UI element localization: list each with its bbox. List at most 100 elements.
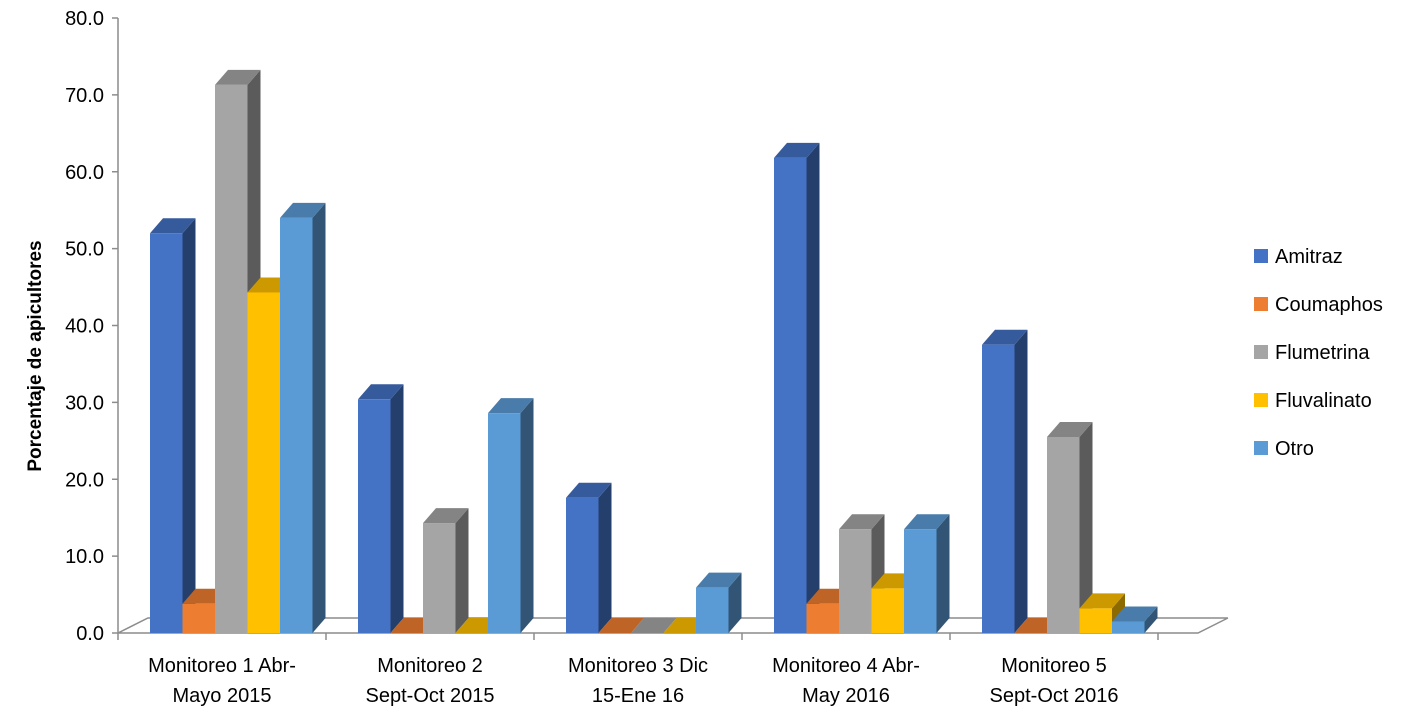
bar	[423, 508, 469, 633]
bar-side	[1079, 421, 1093, 633]
bar-top	[982, 329, 1028, 345]
bar	[696, 572, 742, 633]
x-tick-label-line: Mayo 2015	[173, 685, 272, 707]
bar-front	[247, 292, 280, 633]
x-tick-label-line: Sept-Oct 2016	[990, 685, 1119, 707]
bar	[774, 142, 820, 633]
bar-top	[280, 202, 326, 218]
x-tick-label-line: 15-Ene 16	[592, 685, 684, 707]
legend-label: Fluvalinato	[1275, 390, 1372, 412]
bar-side	[598, 482, 612, 633]
bars	[150, 69, 1158, 634]
legend-swatch	[1254, 297, 1268, 311]
bar-top	[631, 618, 677, 633]
bar-front	[982, 344, 1015, 633]
x-tick-label-line: Monitoreo 4 Abr-	[772, 655, 920, 677]
x-tick-label: Monitoreo 1 Abr- Mayo 2015	[148, 655, 296, 707]
x-tick-label: Monitoreo 3 Dic 15-Ene 16	[568, 655, 708, 707]
legend-swatch	[1254, 345, 1268, 359]
x-tick-label-line: Monitoreo 3 Dic	[568, 655, 708, 677]
bar-side	[312, 202, 326, 633]
bar	[982, 329, 1028, 633]
bar-top	[1047, 421, 1093, 437]
x-axis-labels: Monitoreo 1 Abr- Mayo 2015 Monitoreo 2 Sept…	[117, 633, 1159, 707]
legend-label: Otro	[1275, 438, 1314, 460]
bar	[904, 514, 950, 633]
y-tick-label: 70.0	[65, 85, 104, 107]
bar-side	[936, 514, 950, 633]
x-tick-label: Monitoreo 4 Abr- May 2016	[772, 655, 920, 707]
bar-front	[150, 233, 183, 633]
bar	[1047, 421, 1093, 633]
bar-side	[1144, 606, 1158, 633]
bar-front	[488, 413, 521, 633]
legend-item: Amitraz	[1254, 246, 1343, 268]
x-tick-label: Monitoreo 2 Sept-Oct 2015	[366, 655, 495, 707]
y-tick-label: 80.0	[65, 8, 104, 30]
bar-front	[806, 603, 839, 633]
bar	[358, 384, 404, 633]
bar-front	[696, 587, 729, 633]
bar-front	[871, 588, 904, 633]
bar-top	[696, 572, 742, 588]
bar-top	[566, 482, 612, 498]
y-tick-label: 40.0	[65, 316, 104, 338]
legend-label: Coumaphos	[1275, 294, 1383, 316]
legend-item: Coumaphos	[1254, 294, 1383, 316]
bar-top	[598, 618, 644, 633]
bar-top	[774, 142, 820, 158]
legend-item: Flumetrina	[1254, 342, 1370, 364]
bar-top	[358, 384, 404, 400]
bar-side	[182, 218, 196, 633]
bar	[566, 482, 612, 633]
y-tick-label: 30.0	[65, 392, 104, 414]
y-tick-label: 60.0	[65, 162, 104, 184]
bar-front	[839, 529, 872, 633]
x-tick-label-line: Monitoreo 2	[377, 655, 483, 677]
x-tick-label-line: Monitoreo 1 Abr-	[148, 655, 296, 677]
y-tick-label: 10.0	[65, 546, 104, 568]
bar-side	[455, 508, 469, 633]
legend-label: Flumetrina	[1275, 342, 1370, 364]
bar-side	[390, 384, 404, 633]
bar-top	[488, 398, 534, 414]
bar-top	[423, 508, 469, 524]
legend-item: Fluvalinato	[1254, 390, 1372, 412]
bar	[150, 218, 196, 633]
legend-swatch	[1254, 249, 1268, 263]
bar-top	[215, 69, 261, 85]
x-tick-label-line: Monitoreo 5	[1001, 655, 1107, 677]
bar-top	[904, 514, 950, 530]
bar	[280, 202, 326, 633]
bar-side	[728, 572, 742, 633]
y-tick-label: 20.0	[65, 469, 104, 491]
bar-front	[215, 84, 248, 634]
bar	[488, 398, 534, 633]
bar-side	[806, 142, 820, 633]
bar-side	[520, 398, 534, 633]
bar-front	[1079, 608, 1112, 633]
x-tick-label-line: Sept-Oct 2015	[366, 685, 495, 707]
legend-label: Amitraz	[1275, 246, 1343, 268]
bar-front	[423, 523, 456, 633]
bar-front	[774, 157, 807, 633]
bar	[1112, 606, 1158, 633]
bar-front	[182, 603, 215, 633]
bar-top	[1079, 593, 1125, 609]
legend-item: Otro	[1254, 438, 1314, 460]
y-axis: 0.0 10.0 20.0 30.0 40.0 50.0 60.0 70.0 80.0	[65, 8, 119, 645]
bar-top	[1112, 606, 1158, 622]
y-tick-label: 0.0	[76, 623, 104, 645]
y-axis-title: Porcentaje de apicultores	[25, 240, 46, 471]
bar-front	[1112, 621, 1145, 633]
bar-top	[839, 514, 885, 530]
bar-front	[566, 497, 599, 633]
bar-front	[280, 217, 313, 633]
bar-front	[358, 399, 391, 633]
bar-front	[904, 529, 937, 633]
legend-swatch	[1254, 441, 1268, 455]
bar-top	[150, 218, 196, 234]
legend: Amitraz Coumaphos Flumetrina Fluvalinato Otr…	[1254, 246, 1383, 460]
